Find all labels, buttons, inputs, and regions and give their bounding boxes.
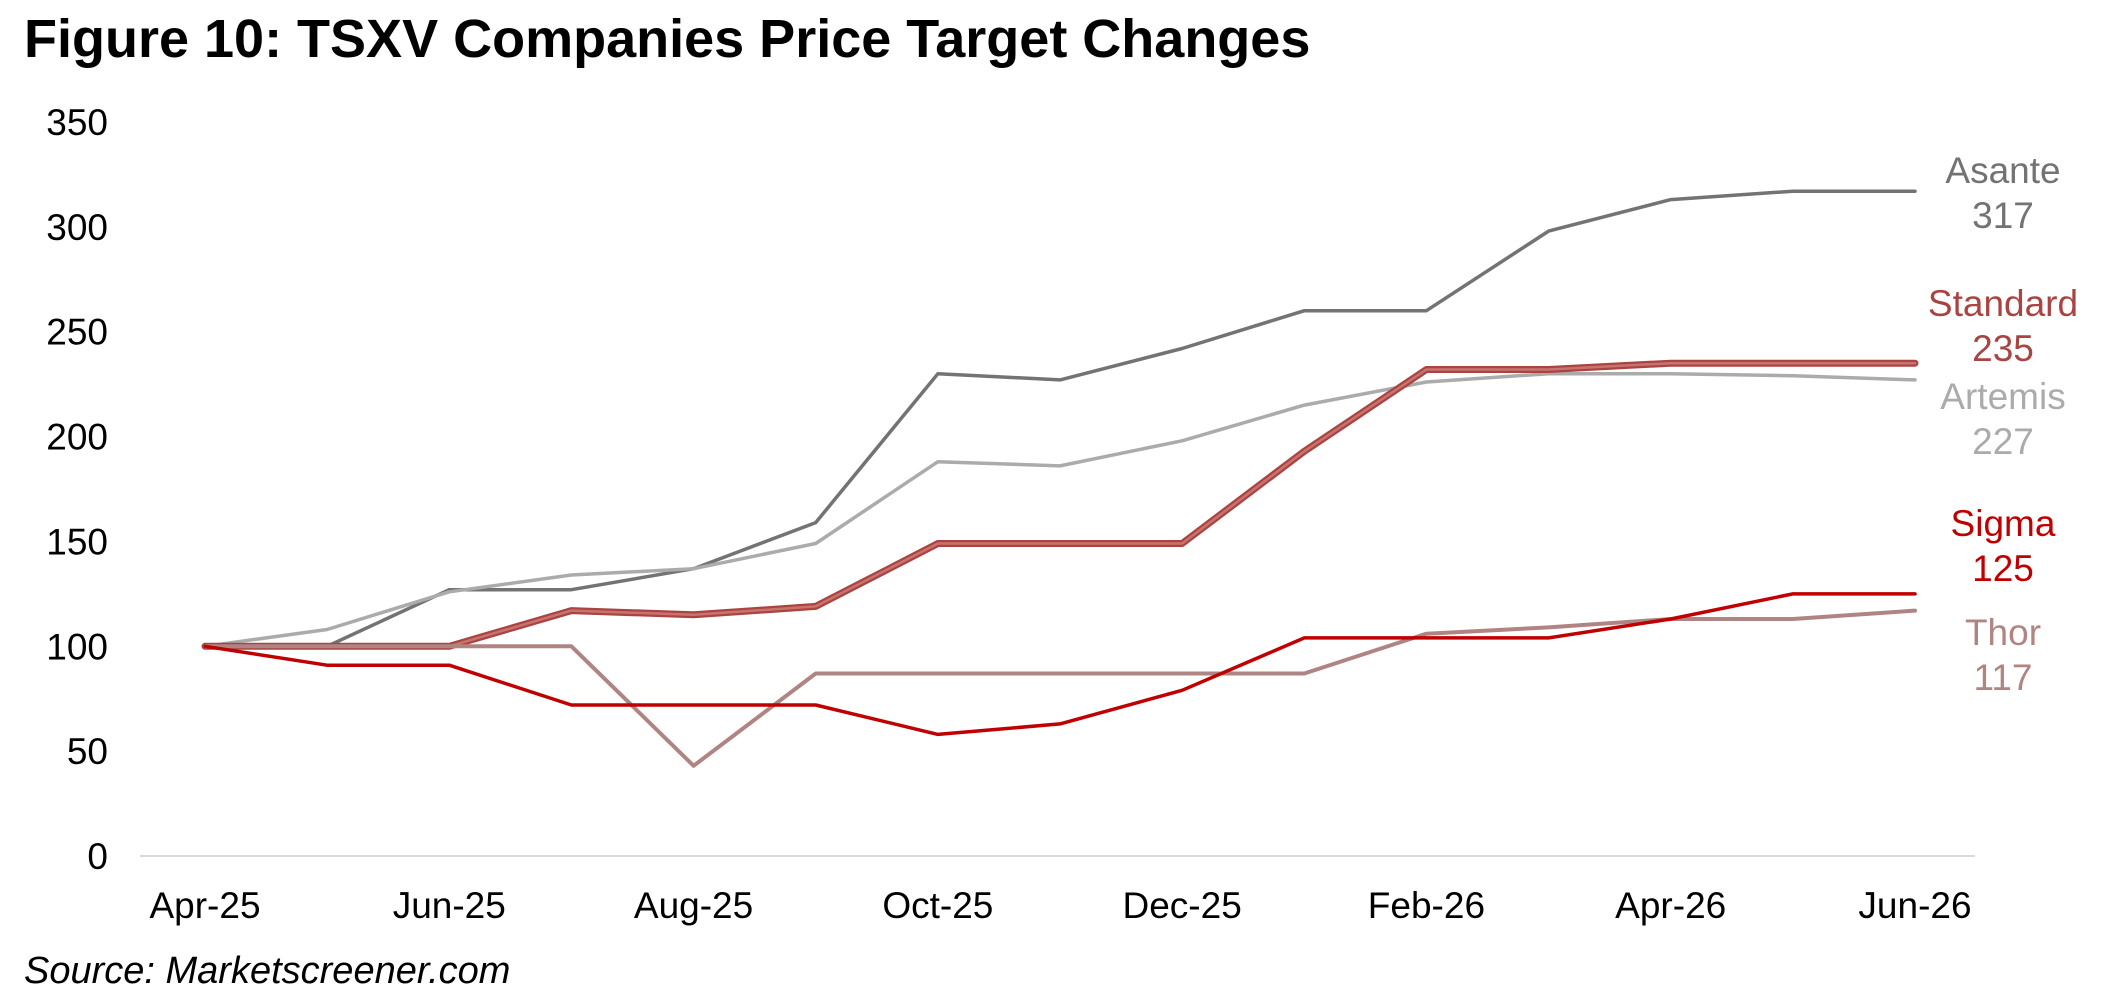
series-label-thor: Thor — [1965, 612, 2041, 653]
x-tick-label: Aug-25 — [634, 885, 753, 926]
y-tick-label: 350 — [46, 102, 108, 143]
series-label-standard: Standard — [1928, 283, 2078, 324]
x-tick-label: Dec-25 — [1123, 885, 1242, 926]
series-lines — [201, 189, 1919, 768]
series-line-thor — [203, 608, 1917, 768]
y-tick-label: 0 — [87, 836, 108, 877]
series-line-standard — [203, 361, 1917, 648]
series-value-sigma: 125 — [1972, 548, 2034, 589]
y-tick-label: 200 — [46, 417, 108, 458]
x-tick-label: Feb-26 — [1368, 885, 1485, 926]
y-tick-label: 50 — [67, 731, 108, 772]
y-tick-label: 300 — [46, 207, 108, 248]
series-line-sigma — [203, 592, 1917, 737]
source-note: Source: Marketscreener.com — [24, 950, 511, 992]
x-tick-label: Jun-26 — [1858, 885, 1971, 926]
series-line-artemis — [203, 371, 1917, 649]
y-tick-label: 100 — [46, 626, 108, 667]
x-tick-label: Apr-25 — [149, 885, 260, 926]
series-value-asante: 317 — [1972, 195, 2034, 236]
x-axis-tick-labels: Apr-25 Jun-25 Aug-25 Oct-25 Dec-25 Feb-26 Apr-… — [149, 885, 1971, 926]
chart-title: Figure 10: TSXV Companies Price Target C… — [24, 9, 1311, 69]
series-line-standard-outline — [201, 359, 1919, 650]
y-tick-label: 250 — [46, 312, 108, 353]
y-axis: 0 50 100 150 200 250 300 350 — [46, 102, 108, 877]
x-tick-label: Apr-26 — [1615, 885, 1726, 926]
series-value-artemis: 227 — [1972, 421, 2034, 462]
series-line-asante — [203, 189, 1917, 649]
series-value-standard: 235 — [1972, 328, 2034, 369]
series-label-artemis: Artemis — [1940, 376, 2065, 417]
x-tick-label: Oct-25 — [882, 885, 993, 926]
y-tick-label: 150 — [46, 521, 108, 562]
series-value-thor: 117 — [1974, 657, 2033, 698]
series-label-asante: Asante — [1945, 150, 2060, 191]
series-label-sigma: Sigma — [1951, 503, 2056, 544]
x-tick-label: Jun-25 — [393, 885, 506, 926]
